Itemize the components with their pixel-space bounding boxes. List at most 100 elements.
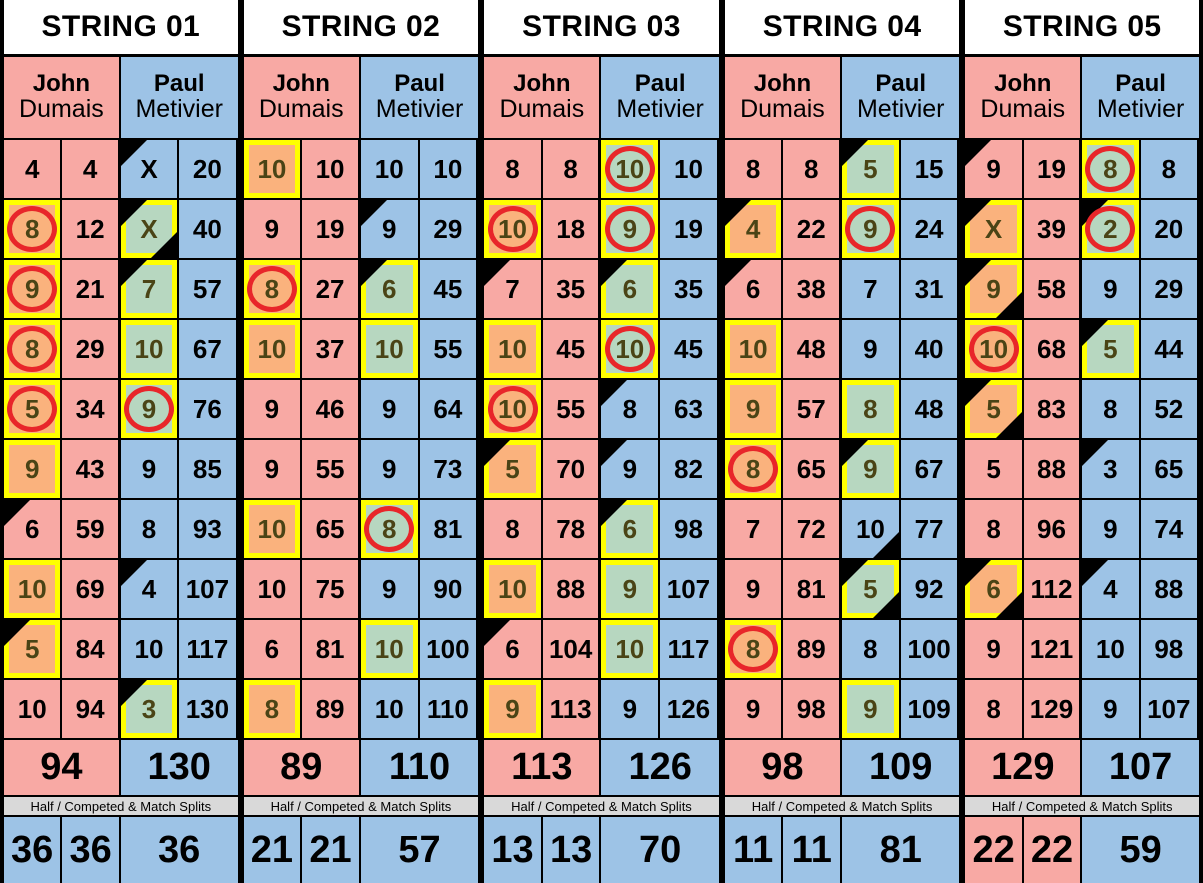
- corner-triangle-bottom-right: [872, 532, 899, 558]
- running-total-value: 69: [75, 574, 105, 604]
- score-value: 8: [986, 694, 1001, 724]
- running-total-value: 21: [75, 274, 105, 304]
- running-total-cell: 94: [62, 680, 121, 740]
- running-total-value: 65: [1154, 454, 1184, 484]
- running-total-value: 55: [315, 454, 345, 484]
- score-value: 3: [1103, 454, 1118, 484]
- running-total-cell: 75: [302, 560, 361, 620]
- score-cell: 5: [842, 560, 901, 620]
- split-value-3: 81: [842, 817, 960, 883]
- running-total-cell: 69: [62, 560, 121, 620]
- splits-caption: Half / Competed & Match Splits: [724, 797, 960, 817]
- running-total-cell: 100: [419, 620, 479, 680]
- score-cell: X: [965, 200, 1024, 260]
- running-total-value: 107: [1147, 694, 1191, 724]
- split-value-3: 59: [1082, 817, 1199, 883]
- score-value: 8: [505, 514, 520, 544]
- score-cell: 2: [1082, 200, 1141, 260]
- split-value-1: 36: [4, 817, 63, 883]
- running-total-cell: 104: [542, 620, 602, 680]
- score-cell: 9: [601, 680, 661, 740]
- score-value: 9: [622, 454, 638, 484]
- total-paul: 109: [842, 740, 960, 795]
- score-cell: 9: [842, 320, 901, 380]
- running-total-value: 100: [907, 634, 951, 664]
- score-value: 6: [986, 574, 1001, 604]
- split-value-2: 22: [1023, 817, 1083, 883]
- running-total-cell: 31: [900, 260, 960, 320]
- running-total-cell: 48: [900, 380, 960, 440]
- score-value: 9: [745, 694, 761, 724]
- score-value: 8: [141, 514, 157, 544]
- running-total-cell: 19: [660, 200, 719, 260]
- running-total-cell: 20: [179, 140, 238, 200]
- running-total-cell: 81: [302, 620, 361, 680]
- score-cell: 10: [243, 560, 303, 620]
- score-value: 10: [134, 634, 164, 664]
- split-value-3: 70: [601, 817, 719, 883]
- running-total-cell: 48: [783, 320, 843, 380]
- running-total-value: 48: [914, 394, 944, 424]
- score-cell: 9: [484, 680, 543, 740]
- running-total-cell: 38: [783, 260, 843, 320]
- score-value: 4: [1103, 574, 1118, 604]
- score-cell: 9: [360, 560, 420, 620]
- corner-triangle-top-left: [4, 500, 30, 526]
- corner-triangle-top-left: [601, 440, 628, 466]
- corner-triangle-bottom-right: [151, 232, 178, 258]
- score-value: 5: [863, 574, 878, 604]
- score-cell: 4: [1082, 560, 1141, 620]
- score-value: 10: [738, 334, 768, 364]
- score-value: 9: [381, 574, 397, 604]
- running-total-cell: 82: [660, 440, 719, 500]
- highlight-tile: [365, 625, 413, 673]
- score-cell: 9: [842, 680, 901, 740]
- score-value: 10: [498, 334, 527, 364]
- score-grid: 4 4 X 20 8 12 X 40 9 21 7 57 8 29 10 67 5 34 9 76 9 43 9 85 6 59 8…: [4, 140, 238, 740]
- score-cell: 9: [360, 440, 420, 500]
- score-cell: 3: [1082, 440, 1141, 500]
- score-cell: 8: [243, 260, 303, 320]
- running-total-value: 27: [315, 274, 345, 304]
- split-value-2: 11: [783, 817, 843, 883]
- score-cell: 10: [360, 680, 420, 740]
- running-total-value: 45: [433, 274, 463, 304]
- score-value: 10: [855, 514, 885, 544]
- running-total-value: 45: [674, 334, 703, 364]
- running-total-value: 57: [796, 394, 826, 424]
- score-cell: 6: [360, 260, 420, 320]
- highlight-tile: [489, 205, 536, 253]
- score-cell: 8: [360, 500, 420, 560]
- score-cell: 7: [120, 260, 180, 320]
- running-total-value: 58: [1037, 274, 1066, 304]
- splits-row: 36 36 36: [4, 817, 238, 883]
- score-cell: 8: [243, 680, 303, 740]
- running-total-cell: 98: [783, 680, 843, 740]
- running-total-cell: 90: [419, 560, 479, 620]
- score-cell: 8: [4, 320, 63, 380]
- score-value: 7: [141, 274, 157, 304]
- highlight-tile: [847, 685, 894, 733]
- score-cell: 9: [243, 200, 303, 260]
- running-total-cell: 58: [1023, 260, 1083, 320]
- score-value: 8: [745, 634, 761, 664]
- score-cell: 7: [724, 500, 784, 560]
- score-value: 9: [24, 274, 40, 304]
- score-cell: 9: [965, 620, 1024, 680]
- score-cell: 10: [484, 380, 543, 440]
- highlight-tile: [9, 265, 56, 313]
- score-cell: 10: [842, 500, 901, 560]
- score-cell: 10: [601, 320, 661, 380]
- splits-row: 21 21 57: [243, 817, 479, 883]
- score-cell: 9: [965, 140, 1024, 200]
- corner-triangle-top-left: [484, 440, 511, 466]
- score-value: 9: [863, 214, 878, 244]
- highlight-tile: [606, 145, 654, 193]
- running-total-cell: 98: [1140, 620, 1199, 680]
- score-value: 5: [24, 394, 40, 424]
- score-value: 2: [1103, 214, 1118, 244]
- corner-triangle-top-left: [120, 680, 147, 706]
- score-cell: 9: [4, 260, 63, 320]
- running-total-cell: 24: [900, 200, 960, 260]
- score-value: 4: [745, 214, 761, 244]
